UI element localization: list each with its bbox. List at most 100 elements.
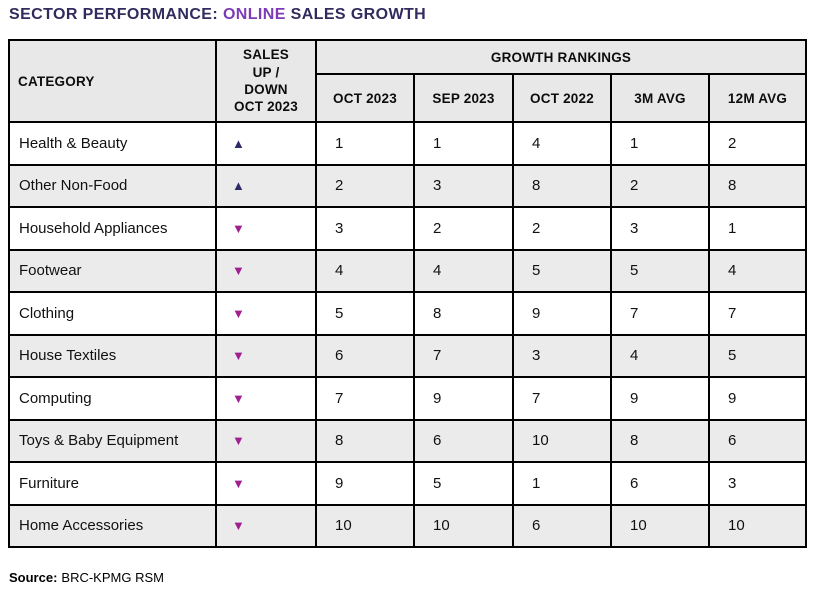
triangle-down-icon: ▼ xyxy=(232,390,245,406)
header-category: CATEGORY xyxy=(8,39,217,123)
header-sep-2023: SEP 2023 xyxy=(413,73,514,123)
trend-cell: ▼ xyxy=(215,248,317,293)
rank-cell: 4 xyxy=(707,248,808,293)
header-oct-2023: OCT 2023 xyxy=(315,73,415,123)
rank-cell: 2 xyxy=(512,206,612,251)
rank-cell: 5 xyxy=(707,333,808,378)
rank-cell: 6 xyxy=(610,461,710,506)
rank-cell: 3 xyxy=(707,461,808,506)
category-cell: Furniture xyxy=(8,461,217,506)
table-row: Clothing ▼ 5 8 9 7 7 xyxy=(8,291,808,336)
rank-cell: 9 xyxy=(707,376,808,421)
rank-cell: 9 xyxy=(413,376,514,421)
rank-cell: 1 xyxy=(512,461,612,506)
rank-cell: 7 xyxy=(707,291,808,336)
sector-performance-table: CATEGORY SALES UP / DOWN OCT 2023 GROWTH… xyxy=(8,39,808,548)
header-growth-rankings: GROWTH RANKINGS xyxy=(314,39,808,75)
trend-cell: ▼ xyxy=(215,291,317,336)
rank-cell: 4 xyxy=(315,248,415,293)
rank-cell: 4 xyxy=(512,121,612,166)
trend-cell: ▼ xyxy=(215,503,317,548)
rank-cell: 2 xyxy=(610,163,710,208)
header-12m-avg: 12M AVG xyxy=(707,73,808,123)
table-row: House Textiles ▼ 6 7 3 4 5 xyxy=(8,333,808,378)
rank-cell: 1 xyxy=(413,121,514,166)
rank-cell: 8 xyxy=(315,418,415,463)
table-row: Footwear ▼ 4 4 5 5 4 xyxy=(8,248,808,293)
category-cell: Computing xyxy=(8,376,217,421)
category-cell: Health & Beauty xyxy=(8,121,217,166)
triangle-down-icon: ▼ xyxy=(232,518,245,534)
trend-cell: ▼ xyxy=(215,461,317,506)
rank-cell: 6 xyxy=(413,418,514,463)
rank-cell: 8 xyxy=(707,163,808,208)
rank-cell: 9 xyxy=(512,291,612,336)
trend-cell: ▼ xyxy=(215,418,317,463)
table-row: Furniture ▼ 9 5 1 6 3 xyxy=(8,461,808,506)
rank-cell: 8 xyxy=(512,163,612,208)
rank-cell: 10 xyxy=(707,503,808,548)
rank-cell: 4 xyxy=(413,248,514,293)
rank-cell: 9 xyxy=(610,376,710,421)
triangle-up-icon: ▲ xyxy=(232,178,245,194)
rank-cell: 3 xyxy=(413,163,514,208)
title-suffix: SALES GROWTH xyxy=(285,6,427,23)
title-prefix: SECTOR PERFORMANCE: xyxy=(9,6,223,23)
header-oct-2022: OCT 2022 xyxy=(512,73,612,123)
rank-cell: 3 xyxy=(610,206,710,251)
rank-cell: 10 xyxy=(315,503,415,548)
header-3m-avg: 3M AVG xyxy=(610,73,710,123)
triangle-down-icon: ▼ xyxy=(232,475,245,491)
trend-cell: ▼ xyxy=(215,333,317,378)
rank-cell: 6 xyxy=(707,418,808,463)
rank-cell: 4 xyxy=(610,333,710,378)
rank-cell: 5 xyxy=(315,291,415,336)
rank-cell: 6 xyxy=(512,503,612,548)
category-cell: Other Non-Food xyxy=(8,163,217,208)
source-note: Source: BRC-KPMG RSM xyxy=(9,570,805,585)
triangle-up-icon: ▲ xyxy=(232,135,245,151)
rank-cell: 2 xyxy=(413,206,514,251)
rank-cell: 6 xyxy=(315,333,415,378)
table-row: Toys & Baby Equipment ▼ 8 6 10 8 6 xyxy=(8,418,808,463)
rank-cell: 5 xyxy=(413,461,514,506)
rank-cell: 10 xyxy=(610,503,710,548)
trend-cell: ▼ xyxy=(215,206,317,251)
category-cell: Toys & Baby Equipment xyxy=(8,418,217,463)
rank-cell: 2 xyxy=(707,121,808,166)
triangle-down-icon: ▼ xyxy=(232,305,245,321)
rank-cell: 1 xyxy=(707,206,808,251)
trend-cell: ▼ xyxy=(215,376,317,421)
source-label: Source: xyxy=(9,570,58,585)
rank-cell: 5 xyxy=(610,248,710,293)
header-sales-up-down: SALES UP / DOWN OCT 2023 xyxy=(215,39,317,123)
triangle-down-icon: ▼ xyxy=(232,220,245,236)
rank-cell: 7 xyxy=(610,291,710,336)
source-text: BRC-KPMG RSM xyxy=(61,570,164,585)
table-row: Computing ▼ 7 9 7 9 9 xyxy=(8,376,808,421)
header-row-sub: OCT 2023 SEP 2023 OCT 2022 3M AVG 12M AV… xyxy=(9,73,808,123)
rank-cell: 10 xyxy=(413,503,514,548)
header-row-group: CATEGORY SALES UP / DOWN OCT 2023 GROWTH… xyxy=(8,39,808,123)
table-row: Home Accessories ▼ 10 10 6 10 10 xyxy=(8,503,808,548)
table-row: Health & Beauty ▲ 1 1 4 1 2 xyxy=(8,121,808,166)
rank-cell: 7 xyxy=(315,376,415,421)
rank-cell: 5 xyxy=(512,248,612,293)
trend-cell: ▲ xyxy=(215,121,317,166)
page-title: SECTOR PERFORMANCE: ONLINE SALES GROWTH xyxy=(9,6,805,24)
category-cell: Footwear xyxy=(8,248,217,293)
table-row: Household Appliances ▼ 3 2 2 3 1 xyxy=(8,206,808,251)
table-row: Other Non-Food ▲ 2 3 8 2 8 xyxy=(8,163,808,208)
category-cell: Household Appliances xyxy=(8,206,217,251)
title-highlight: ONLINE xyxy=(222,6,286,23)
rank-cell: 7 xyxy=(413,333,514,378)
rank-cell: 1 xyxy=(315,121,415,166)
rank-cell: 10 xyxy=(512,418,612,463)
rank-cell: 1 xyxy=(610,121,710,166)
category-cell: Clothing xyxy=(8,291,217,336)
category-cell: Home Accessories xyxy=(8,503,217,548)
rank-cell: 8 xyxy=(610,418,710,463)
report-page: SECTOR PERFORMANCE: ONLINE SALES GROWTH … xyxy=(8,6,808,585)
triangle-down-icon: ▼ xyxy=(232,348,245,364)
rank-cell: 8 xyxy=(413,291,514,336)
